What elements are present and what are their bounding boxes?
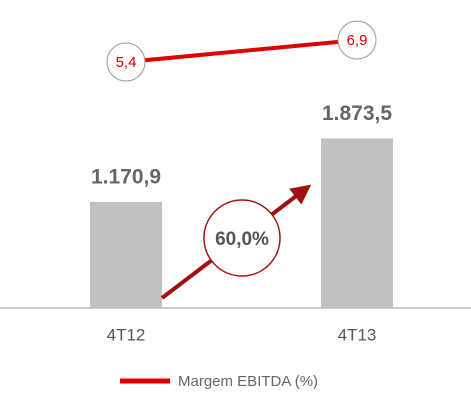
line-value-label: 6,9 xyxy=(347,32,368,49)
x-tick-label: 4T13 xyxy=(338,325,377,344)
bar-value-label: 1.170,9 xyxy=(91,166,161,189)
margin-line xyxy=(125,38,358,65)
bar xyxy=(321,138,393,308)
growth-circle xyxy=(203,199,281,277)
x-tick-label: 4T12 xyxy=(107,325,146,344)
bar xyxy=(90,202,162,308)
line-value-label: 5,4 xyxy=(116,54,137,71)
growth-label: 60,0% xyxy=(215,229,269,250)
line-point xyxy=(337,20,377,60)
bars: 1.170,9 1.873,5 xyxy=(90,102,393,308)
bar-value-label: 1.873,5 xyxy=(322,102,392,125)
line-layer: 5,4 6,9 xyxy=(106,20,377,82)
line-point xyxy=(106,42,146,82)
legend-label: Margem EBITDA (%) xyxy=(178,373,318,390)
